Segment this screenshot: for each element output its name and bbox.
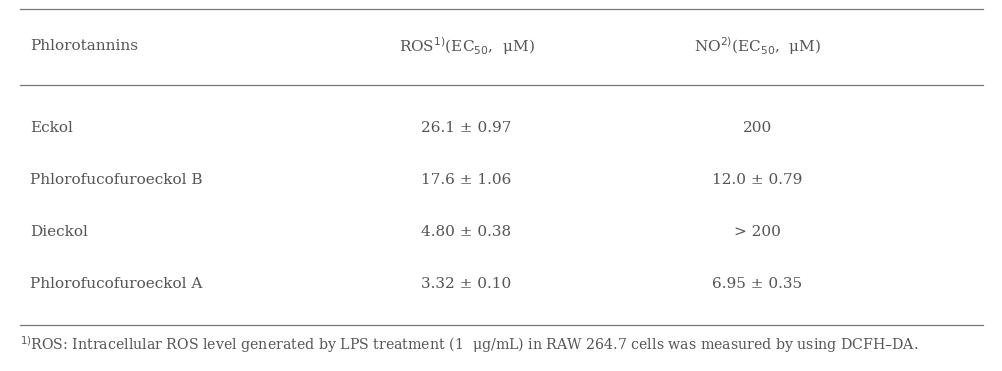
Text: ROS$^{1)}$(EC$_{50}$,  μM): ROS$^{1)}$(EC$_{50}$, μM)	[398, 36, 534, 57]
Text: 26.1 ± 0.97: 26.1 ± 0.97	[421, 121, 511, 135]
Text: 6.95 ± 0.35: 6.95 ± 0.35	[711, 277, 802, 291]
Text: Phlorofucofuroeckol A: Phlorofucofuroeckol A	[30, 277, 202, 291]
Text: NO$^{2)}$(EC$_{50}$,  μM): NO$^{2)}$(EC$_{50}$, μM)	[693, 36, 820, 57]
Text: 4.80 ± 0.38: 4.80 ± 0.38	[421, 225, 511, 239]
Text: 3.32 ± 0.10: 3.32 ± 0.10	[421, 277, 511, 291]
Text: $^{1)}$ROS: Intracellular ROS level generated by LPS treatment (1  μg/mL) in RAW: $^{1)}$ROS: Intracellular ROS level gene…	[20, 334, 918, 355]
Text: > 200: > 200	[733, 225, 780, 239]
Text: 12.0 ± 0.79: 12.0 ± 0.79	[711, 173, 802, 187]
Text: Phlorotannins: Phlorotannins	[30, 39, 138, 53]
Text: 200: 200	[741, 121, 772, 135]
Text: Phlorofucofuroeckol B: Phlorofucofuroeckol B	[30, 173, 202, 187]
Text: 17.6 ± 1.06: 17.6 ± 1.06	[421, 173, 511, 187]
Text: Dieckol: Dieckol	[30, 225, 88, 239]
Text: Eckol: Eckol	[30, 121, 73, 135]
